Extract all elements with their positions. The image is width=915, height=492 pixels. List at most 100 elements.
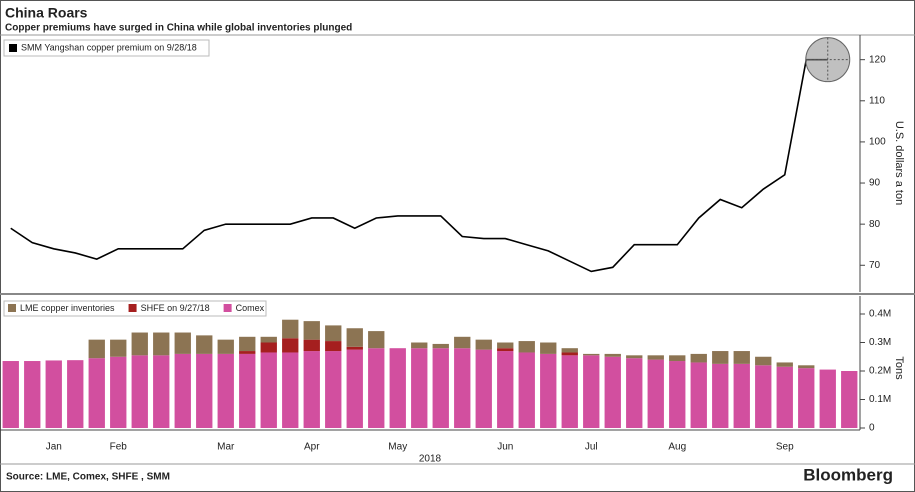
bar <box>368 348 385 428</box>
legend-label: Comex <box>236 303 265 313</box>
bar <box>690 353 707 363</box>
bar <box>518 341 535 353</box>
bar <box>346 328 363 347</box>
x-tick-label: Apr <box>304 442 320 453</box>
y-tick-label: 110 <box>869 95 885 106</box>
bar <box>260 336 277 343</box>
bar <box>626 358 643 428</box>
bar <box>389 348 406 428</box>
bar <box>776 366 793 428</box>
bar <box>303 339 320 352</box>
bar <box>368 331 385 349</box>
bar <box>67 360 84 428</box>
x-tick-label: Jun <box>497 442 513 453</box>
bar <box>475 339 492 350</box>
bar <box>561 355 578 428</box>
bar <box>110 356 127 428</box>
y-axis-title: Tons <box>893 356 905 380</box>
bar <box>260 352 277 428</box>
x-tick-label: Jul <box>585 442 598 453</box>
bar <box>755 356 772 366</box>
bar <box>325 325 342 342</box>
bar <box>454 336 471 349</box>
y-tick-label: 120 <box>869 54 886 65</box>
bar <box>239 351 256 354</box>
bar <box>88 358 105 428</box>
y-tick-label: 90 <box>869 178 881 189</box>
legend-swatch <box>9 44 17 52</box>
y-tick-label: 100 <box>869 137 886 148</box>
chart-subtitle: Copper premiums have surged in China whi… <box>5 23 352 34</box>
bar <box>647 359 664 428</box>
x-tick-label: Jan <box>46 442 62 453</box>
bar <box>196 335 213 354</box>
bar <box>669 355 686 362</box>
bar <box>282 319 299 339</box>
legend-label: LME copper inventories <box>20 303 115 313</box>
bar <box>583 355 600 428</box>
bar <box>626 355 643 359</box>
bar <box>325 341 342 352</box>
y-tick-label: 0.1M <box>869 394 891 405</box>
y-tick-label: 0.2M <box>869 366 891 377</box>
legend-label: SHFE on 9/27/18 <box>141 303 210 313</box>
bar <box>303 321 320 340</box>
y-tick-label: 0.3M <box>869 337 891 348</box>
bar <box>798 365 815 369</box>
bar <box>712 363 729 428</box>
bar <box>561 352 578 356</box>
brand: Bloomberg <box>803 465 893 484</box>
bar <box>561 348 578 353</box>
x-tick-label: Aug <box>668 442 686 453</box>
bar <box>88 339 105 359</box>
bar <box>239 353 256 428</box>
bar <box>475 349 492 428</box>
y-tick-label: 0 <box>869 423 875 434</box>
line <box>10 58 828 273</box>
legend-box <box>3 39 210 57</box>
bar <box>196 353 213 428</box>
bar <box>454 348 471 428</box>
x-tick-label: Mar <box>217 442 235 453</box>
source: Source: LME, Comex, SHFE , SMM <box>6 472 170 483</box>
bar <box>217 353 234 428</box>
bar <box>733 363 750 428</box>
bar <box>260 342 277 353</box>
legend-label: SMM Yangshan copper premium on 9/28/18 <box>21 42 197 52</box>
bar <box>604 353 621 357</box>
bar <box>432 348 449 428</box>
bar <box>604 356 621 428</box>
chart-title: China Roars <box>5 5 88 21</box>
bar <box>755 365 772 428</box>
bar <box>712 351 729 364</box>
bar <box>2 361 19 428</box>
bar <box>346 349 363 428</box>
bar <box>325 351 342 428</box>
bar <box>583 353 600 356</box>
y-tick-label: 70 <box>869 260 881 271</box>
bar <box>174 353 191 428</box>
x-axis-title: 2018 <box>419 454 442 465</box>
bar <box>45 360 62 428</box>
bar <box>346 346 363 350</box>
bar <box>669 361 686 428</box>
legend-swatch <box>128 304 137 312</box>
bar <box>411 342 428 349</box>
bar <box>819 369 836 428</box>
x-tick-label: Sep <box>776 442 794 453</box>
bar <box>540 353 557 428</box>
bar <box>497 348 514 352</box>
y-tick-label: 0.4M <box>869 309 891 320</box>
bar <box>432 343 449 349</box>
x-tick-label: Feb <box>110 442 128 453</box>
bar <box>174 332 191 354</box>
bar <box>24 361 41 428</box>
bar <box>153 332 170 356</box>
bar <box>497 342 514 349</box>
bar <box>798 368 815 428</box>
bar <box>303 351 320 428</box>
y-tick-label: 80 <box>869 219 881 230</box>
y-axis-title: U.S. dollars a ton <box>893 121 905 205</box>
bar <box>518 352 535 428</box>
